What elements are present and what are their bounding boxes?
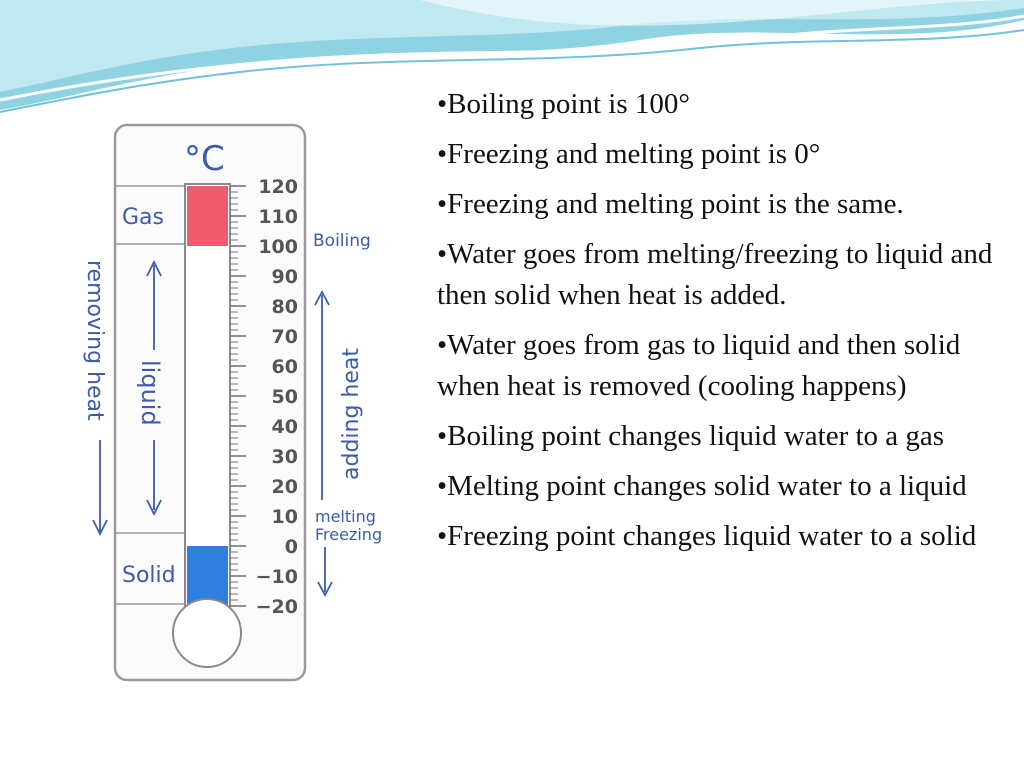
scale-label: 70 xyxy=(272,326,298,348)
removing-heat-label: removing heat xyxy=(82,260,107,421)
gas-zone-label: Gas xyxy=(122,205,164,230)
scale-ticks xyxy=(230,185,246,607)
removing-heat-arrow xyxy=(92,440,108,537)
adding-heat-arrow xyxy=(314,290,330,500)
thermometer-tube xyxy=(184,183,231,610)
melting-label: melting xyxy=(315,507,376,526)
adding-heat-label: adding heat xyxy=(339,348,364,480)
liquid-range-arrow xyxy=(146,259,162,517)
bullet-item: •Water goes from gas to liquid and then … xyxy=(437,329,961,402)
solid-range-fill xyxy=(187,546,228,606)
thermometer-diagram: °C Gas Solid 120110100908070605040302010… xyxy=(82,123,382,682)
bullet-item: •Boiling point changes liquid water to a… xyxy=(437,420,945,452)
scale-label: 10 xyxy=(272,506,298,528)
scale-label: 60 xyxy=(272,356,298,378)
bullet-item: •Freezing and melting point is 0° xyxy=(437,138,821,170)
bullet-item: •Freezing point changes liquid water to … xyxy=(437,520,977,552)
scale-label: −10 xyxy=(256,566,298,588)
liquid-zone-label: liquid xyxy=(136,360,164,426)
celsius-unit-label: °C xyxy=(184,139,225,179)
scale-label: 40 xyxy=(272,416,298,438)
scale-label: 30 xyxy=(272,446,298,468)
scale-label: 90 xyxy=(272,266,298,288)
bullet-item: •Melting point changes solid water to a … xyxy=(437,470,967,502)
bullet-item: •Water goes from melting/freezing to liq… xyxy=(437,238,993,311)
header-wave-decoration xyxy=(0,0,1024,113)
scale-label: 110 xyxy=(258,206,298,228)
solid-zone-label: Solid xyxy=(122,563,176,588)
scale-label: 20 xyxy=(272,476,298,498)
scale-label: 50 xyxy=(272,386,298,408)
thermometer-bulb xyxy=(172,598,242,668)
scale-label: 120 xyxy=(258,176,298,198)
boiling-label: Boiling xyxy=(313,231,371,251)
scale-label: 100 xyxy=(258,236,298,258)
scale-label: −20 xyxy=(256,596,298,618)
freezing-label: Freezing xyxy=(315,525,382,544)
scale-label: 0 xyxy=(285,536,298,558)
gas-range-fill xyxy=(187,186,228,246)
cooling-arrow xyxy=(317,547,333,597)
bullet-list: •Boiling point is 100° •Freezing and mel… xyxy=(437,84,1007,566)
bullet-item: •Boiling point is 100° xyxy=(437,88,690,120)
scale-label: 80 xyxy=(272,296,298,318)
bullet-item: •Freezing and melting point is the same. xyxy=(437,188,904,220)
